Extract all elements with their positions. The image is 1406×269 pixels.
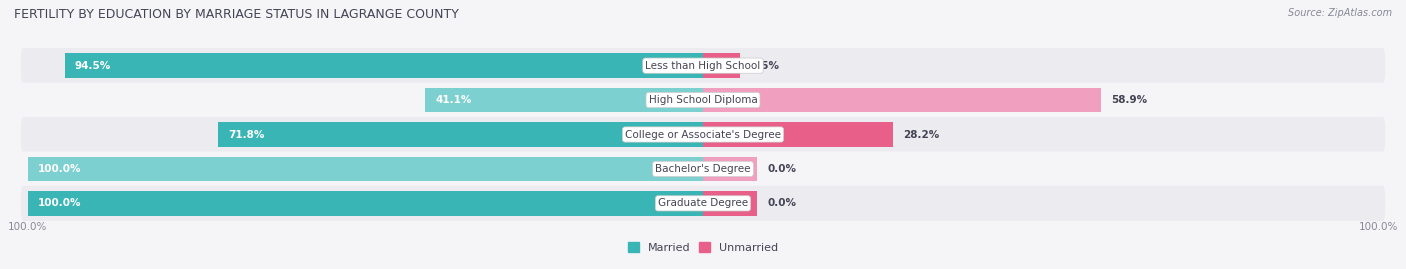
Text: 41.1%: 41.1% [436,95,472,105]
Bar [65,53,703,78]
Text: 58.9%: 58.9% [1111,95,1147,105]
Text: FERTILITY BY EDUCATION BY MARRIAGE STATUS IN LAGRANGE COUNTY: FERTILITY BY EDUCATION BY MARRIAGE STATU… [14,8,458,21]
FancyBboxPatch shape [21,83,1385,118]
Bar [28,191,703,216]
Text: 94.5%: 94.5% [75,61,111,71]
Bar [28,157,703,181]
Bar [703,88,1101,112]
Text: 0.0%: 0.0% [768,164,796,174]
Text: 0.0%: 0.0% [768,198,796,208]
Text: 5.5%: 5.5% [751,61,779,71]
FancyBboxPatch shape [21,186,1385,221]
Text: 100.0%: 100.0% [38,198,82,208]
FancyBboxPatch shape [21,151,1385,186]
Text: College or Associate's Degree: College or Associate's Degree [626,129,780,140]
Text: 71.8%: 71.8% [228,129,264,140]
Bar [218,122,703,147]
Bar [703,53,740,78]
Text: 28.2%: 28.2% [904,129,939,140]
Text: Bachelor's Degree: Bachelor's Degree [655,164,751,174]
Bar [703,157,756,181]
Text: Graduate Degree: Graduate Degree [658,198,748,208]
Text: High School Diploma: High School Diploma [648,95,758,105]
FancyBboxPatch shape [21,48,1385,83]
Text: Source: ZipAtlas.com: Source: ZipAtlas.com [1288,8,1392,18]
Text: Less than High School: Less than High School [645,61,761,71]
FancyBboxPatch shape [21,117,1385,152]
Legend: Married, Unmarried: Married, Unmarried [627,242,779,253]
Bar [703,122,893,147]
Text: 100.0%: 100.0% [38,164,82,174]
Bar [703,191,756,216]
Bar [426,88,703,112]
